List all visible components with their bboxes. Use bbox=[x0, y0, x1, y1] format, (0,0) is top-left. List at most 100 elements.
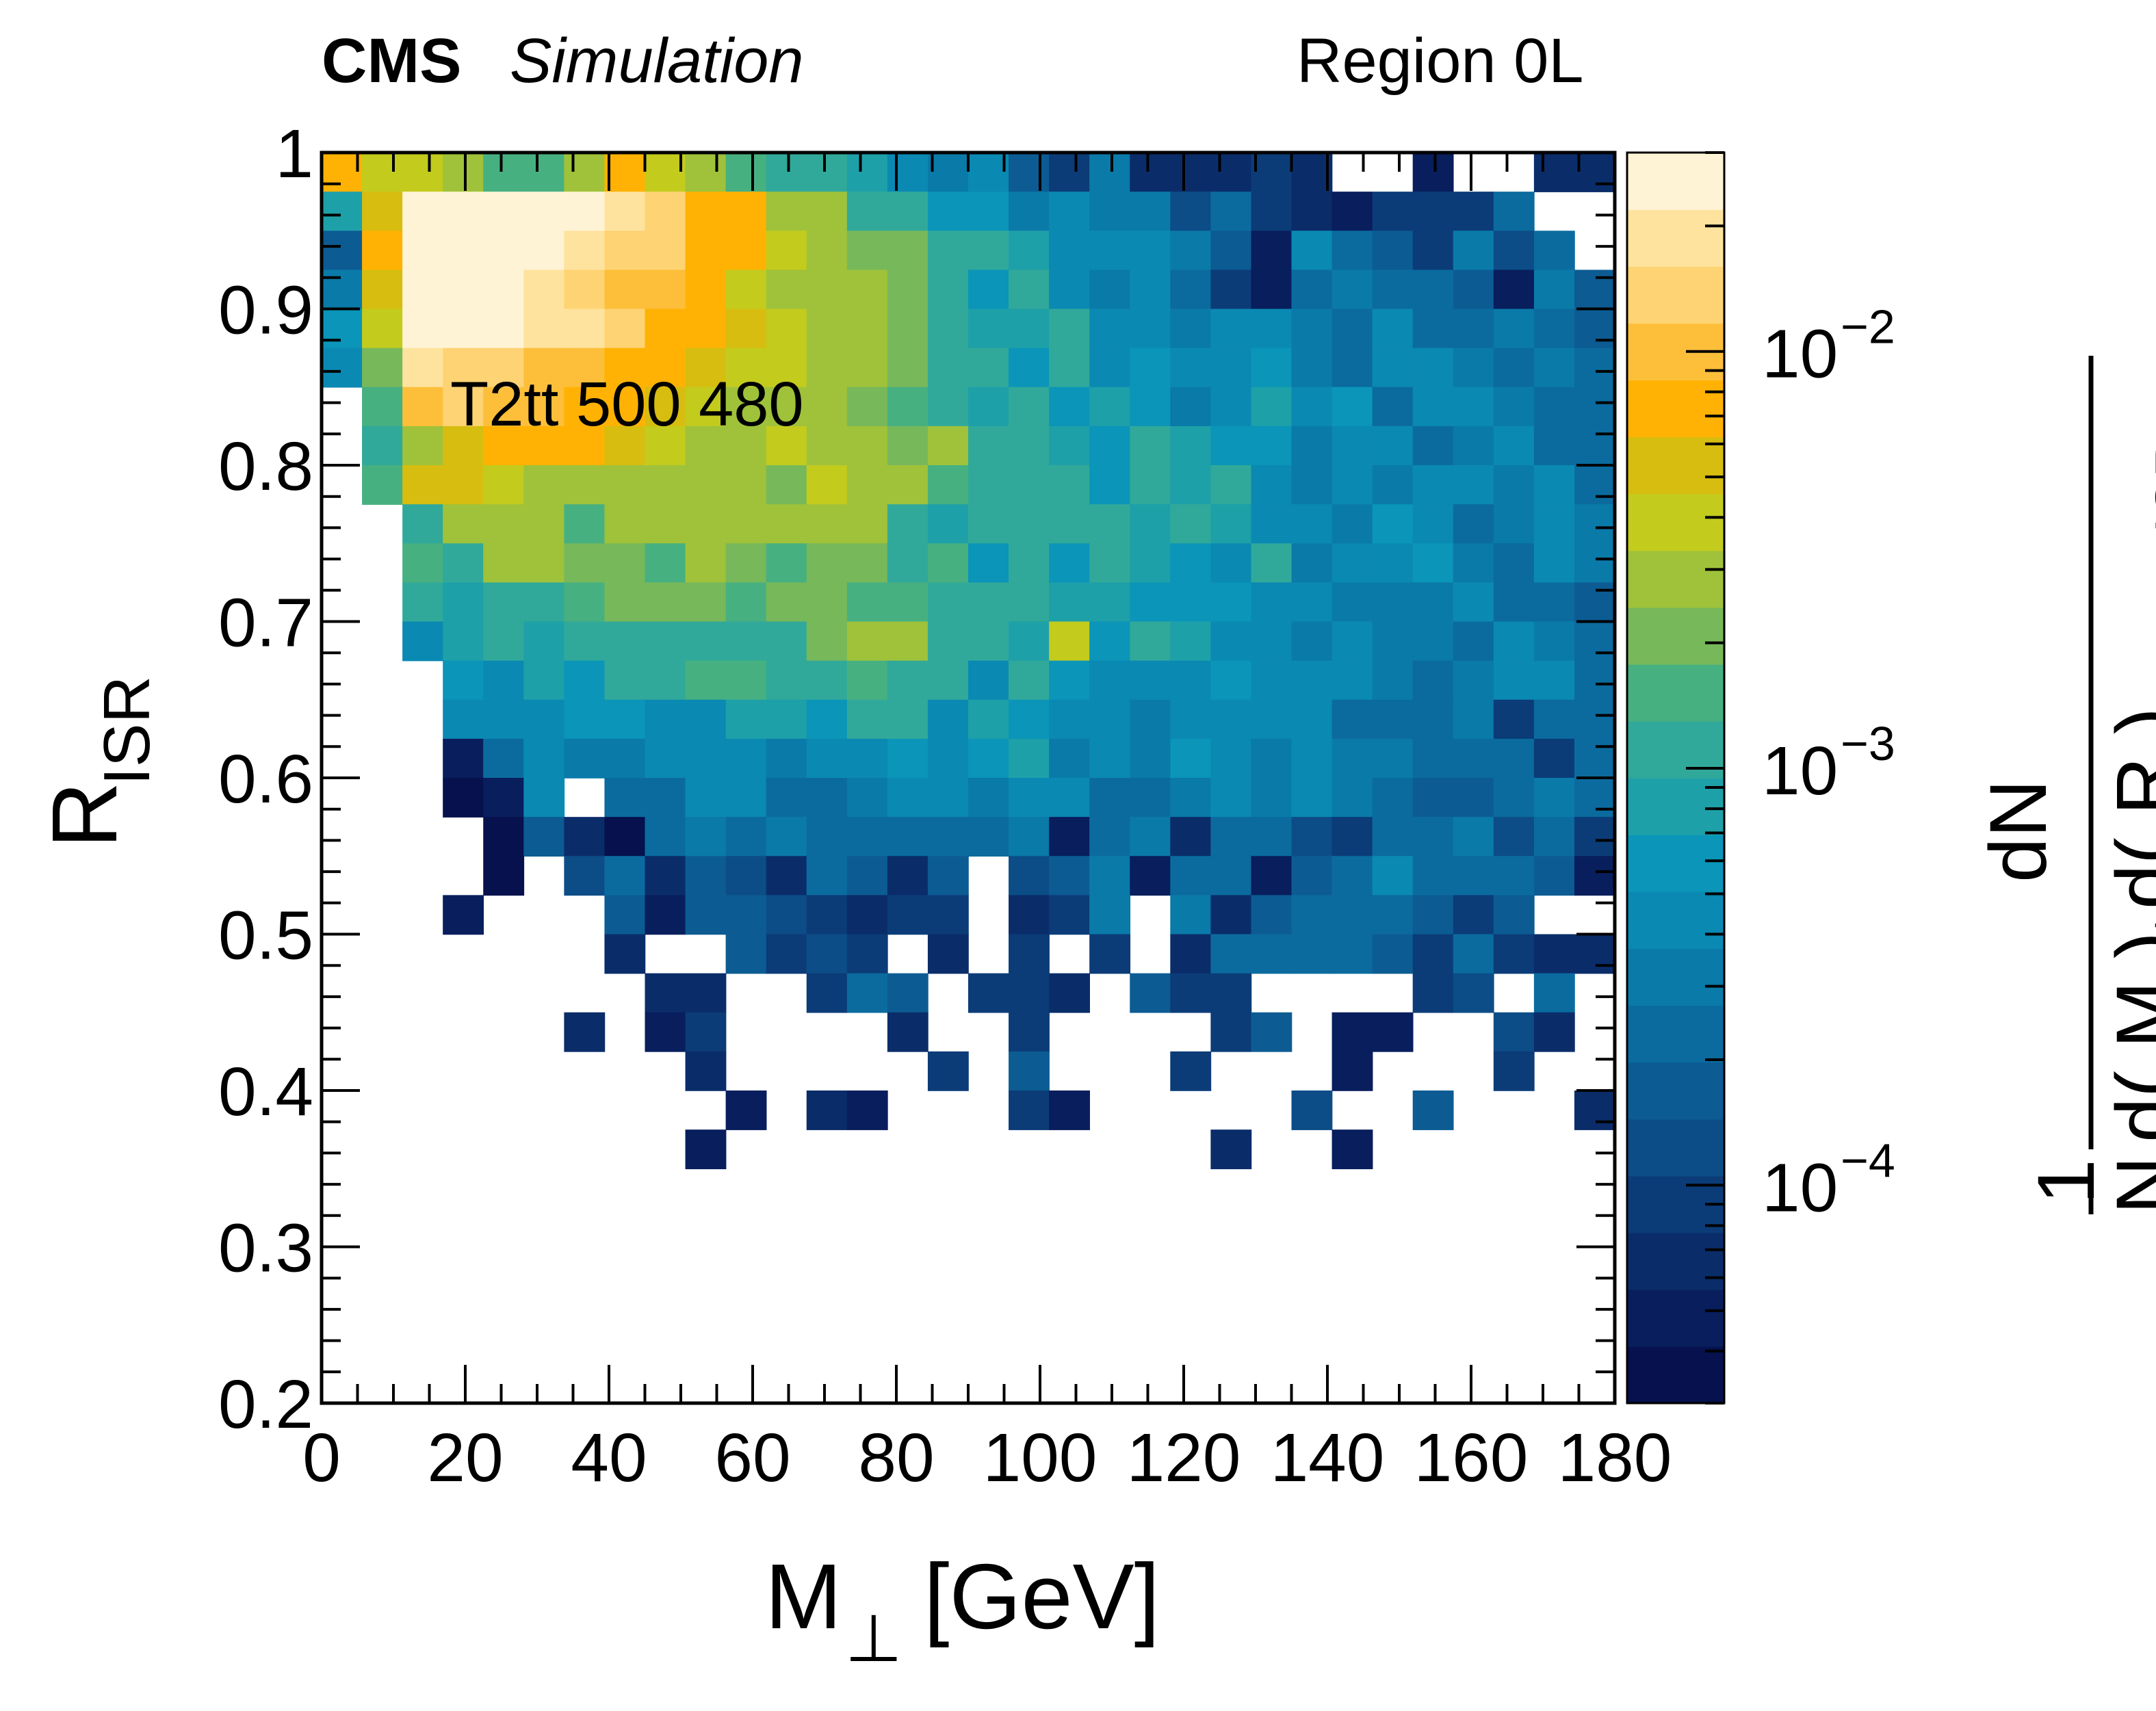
heatmap-cell bbox=[806, 309, 848, 349]
heatmap-cell bbox=[1372, 543, 1414, 584]
heatmap-cell bbox=[927, 856, 969, 896]
heatmap-cell bbox=[645, 778, 686, 818]
heatmap-cell bbox=[1130, 973, 1171, 1013]
heatmap-cell bbox=[1251, 270, 1293, 310]
heatmap-cell bbox=[927, 504, 969, 545]
heatmap-cell bbox=[1493, 504, 1535, 545]
heatmap-cell bbox=[766, 270, 807, 310]
heatmap-cell bbox=[564, 621, 606, 662]
heatmap-cell bbox=[402, 309, 443, 349]
heatmap-cell bbox=[322, 153, 363, 192]
heatmap-cell bbox=[1210, 817, 1252, 857]
heatmap-cell bbox=[564, 465, 606, 505]
heatmap-cell bbox=[1251, 387, 1293, 427]
heatmap-cell bbox=[483, 660, 525, 701]
heatmap-cell bbox=[322, 270, 363, 310]
heatmap-cell bbox=[685, 153, 727, 192]
heatmap-cell bbox=[766, 856, 807, 896]
heatmap-cell bbox=[685, 504, 727, 545]
heatmap-cell bbox=[685, 817, 727, 857]
heatmap-cell bbox=[927, 192, 969, 232]
heatmap-cell bbox=[443, 895, 484, 935]
heatmap-cell bbox=[483, 778, 525, 818]
heatmap-cell bbox=[1009, 192, 1050, 232]
heatmap-cell bbox=[1170, 778, 1212, 818]
heatmap-cell bbox=[1574, 1090, 1615, 1130]
heatmap-cell bbox=[846, 738, 888, 779]
heatmap-cell bbox=[1009, 1090, 1050, 1130]
heatmap-cell bbox=[1089, 895, 1131, 935]
heatmap-cell bbox=[968, 465, 1009, 505]
heatmap-cell bbox=[1049, 309, 1090, 349]
heatmap-cell bbox=[564, 192, 606, 232]
heatmap-cell bbox=[604, 582, 646, 623]
heatmap-cell bbox=[968, 778, 1009, 818]
heatmap-cell bbox=[1574, 738, 1615, 779]
heatmap-cell bbox=[1332, 1129, 1373, 1170]
heatmap-cell bbox=[1412, 387, 1454, 427]
heatmap-cell bbox=[1453, 309, 1494, 349]
heatmap-cell bbox=[1574, 543, 1615, 584]
heatmap-cell bbox=[443, 348, 484, 388]
heatmap-cell bbox=[1493, 426, 1535, 466]
heatmap-cell bbox=[1493, 856, 1535, 896]
heatmap-cell bbox=[1574, 817, 1615, 857]
heatmap-cell bbox=[766, 465, 807, 505]
heatmap-cell bbox=[645, 699, 686, 740]
heatmap-cell bbox=[1453, 543, 1494, 584]
colorbar-bin bbox=[1627, 1062, 1724, 1120]
heatmap-cell bbox=[1453, 231, 1494, 271]
heatmap-cell bbox=[523, 817, 565, 857]
heatmap-cell bbox=[1251, 582, 1293, 623]
heatmap-cell bbox=[1453, 387, 1494, 427]
heatmap-cell bbox=[968, 270, 1009, 310]
heatmap-cell bbox=[1089, 270, 1131, 310]
heatmap-cell bbox=[887, 973, 928, 1013]
heatmap-cell bbox=[1210, 192, 1252, 232]
heatmap-cell bbox=[1210, 856, 1252, 896]
heatmap-cell bbox=[483, 738, 525, 779]
heatmap-cell bbox=[1009, 426, 1050, 466]
heatmap-cell bbox=[1170, 543, 1212, 584]
heatmap-cell bbox=[645, 387, 686, 427]
heatmap-cell bbox=[1332, 465, 1373, 505]
heatmap-cell bbox=[1453, 817, 1494, 857]
heatmap-cell bbox=[1453, 465, 1494, 505]
heatmap-cell bbox=[523, 621, 565, 662]
heatmap-cell bbox=[806, 778, 848, 818]
heatmap-cell bbox=[1291, 231, 1333, 271]
heatmap-cell bbox=[927, 934, 969, 974]
heatmap-cell bbox=[1453, 738, 1494, 779]
heatmap-cell bbox=[604, 426, 646, 466]
heatmap-cell bbox=[1332, 1051, 1373, 1091]
heatmap-cell bbox=[523, 465, 565, 505]
heatmap-cell bbox=[523, 387, 565, 427]
heatmap-cell bbox=[927, 387, 969, 427]
process-annotation: T2tt 500 480 bbox=[450, 369, 804, 439]
heatmap-cell bbox=[887, 582, 928, 623]
heatmap-cell bbox=[1170, 856, 1212, 896]
heatmap-cell bbox=[1332, 504, 1373, 545]
heatmap-cell bbox=[1251, 817, 1293, 857]
heatmap-cell bbox=[1574, 426, 1615, 466]
region-label: Region 0L bbox=[1297, 26, 1583, 96]
heatmap-cell bbox=[443, 582, 484, 623]
heatmap-cell bbox=[1533, 699, 1575, 740]
heatmap-cell bbox=[685, 270, 727, 310]
colorbar-bin bbox=[1627, 1119, 1724, 1177]
heatmap-cell bbox=[483, 543, 525, 584]
heatmap-cell bbox=[1533, 348, 1575, 388]
heatmap-cell bbox=[1372, 387, 1414, 427]
heatmap-cell bbox=[564, 1012, 606, 1052]
heatmap-cells bbox=[322, 153, 1615, 1170]
heatmap-cell bbox=[604, 934, 646, 974]
heatmap-cell bbox=[1089, 387, 1131, 427]
heatmap-cell bbox=[1412, 817, 1454, 857]
heatmap-cell bbox=[1291, 504, 1333, 545]
heatmap-cell bbox=[604, 465, 646, 505]
heatmap-cell bbox=[564, 699, 606, 740]
heatmap-cell bbox=[846, 231, 888, 271]
heatmap-cell bbox=[927, 621, 969, 662]
heatmap-cell bbox=[1412, 895, 1454, 935]
heatmap-cell bbox=[725, 895, 767, 935]
